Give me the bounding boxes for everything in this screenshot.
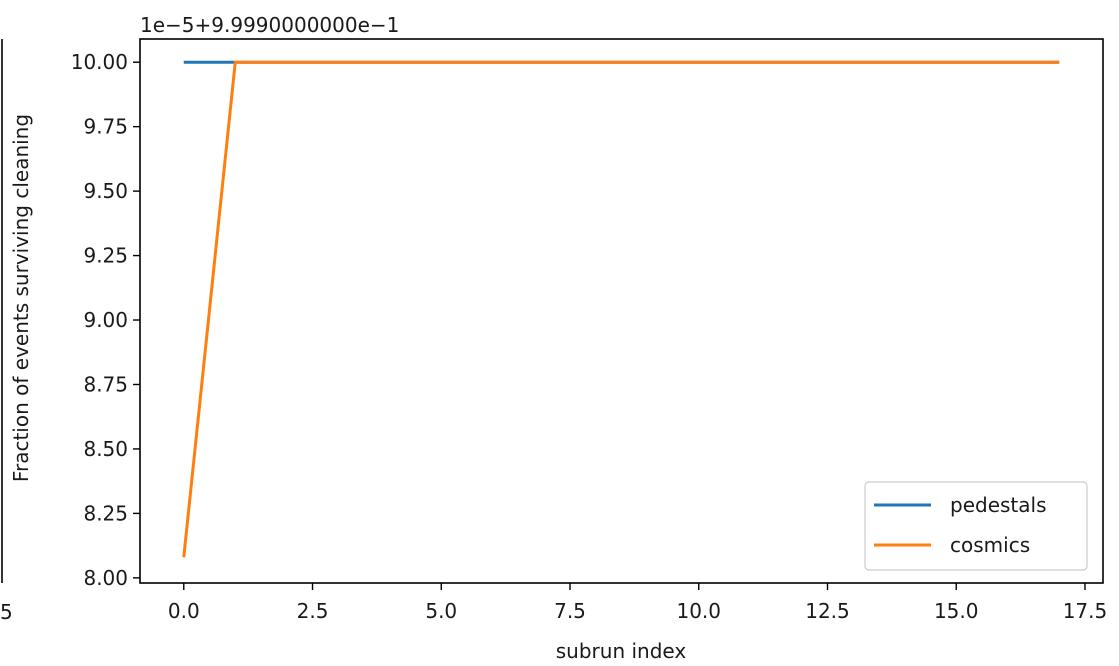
y-tick-label: 8.75 <box>83 372 128 396</box>
y-offset-label: 1e−5+9.9990000000e−1 <box>140 13 399 37</box>
y-tick-label: 9.25 <box>83 244 128 268</box>
y-tick-label: 10.00 <box>71 50 128 74</box>
x-tick-label: 10.0 <box>676 599 721 623</box>
y-tick-label: 9.75 <box>83 115 128 139</box>
plot-area-frame <box>139 38 1104 584</box>
y-tick-label: 8.00 <box>83 566 128 590</box>
legend-label-cosmics: cosmics <box>950 533 1030 557</box>
x-tick-label: 17.5 <box>1063 599 1108 623</box>
left-clipped-tick-label: 5 <box>0 600 13 624</box>
series-line-cosmics <box>182 60 1060 558</box>
y-tick-label: 9.50 <box>83 179 128 203</box>
x-tick-label: 2.5 <box>297 599 329 623</box>
y-tick-label: 8.25 <box>83 501 128 525</box>
y-axis-title: Fraction of events surviving cleaning <box>9 114 33 482</box>
x-tick-label: 7.5 <box>554 599 586 623</box>
y-tick-label: 9.00 <box>83 308 128 332</box>
x-axis-title: subrun index <box>556 639 687 663</box>
x-tick-label: 12.5 <box>805 599 850 623</box>
x-tick-label: 0.0 <box>168 599 200 623</box>
legend: pedestals cosmics <box>864 481 1088 571</box>
x-tick-label: 5.0 <box>425 599 457 623</box>
x-tick-label: 15.0 <box>934 599 979 623</box>
legend-label-pedestals: pedestals <box>950 493 1047 517</box>
y-tick-label: 8.50 <box>83 437 128 461</box>
